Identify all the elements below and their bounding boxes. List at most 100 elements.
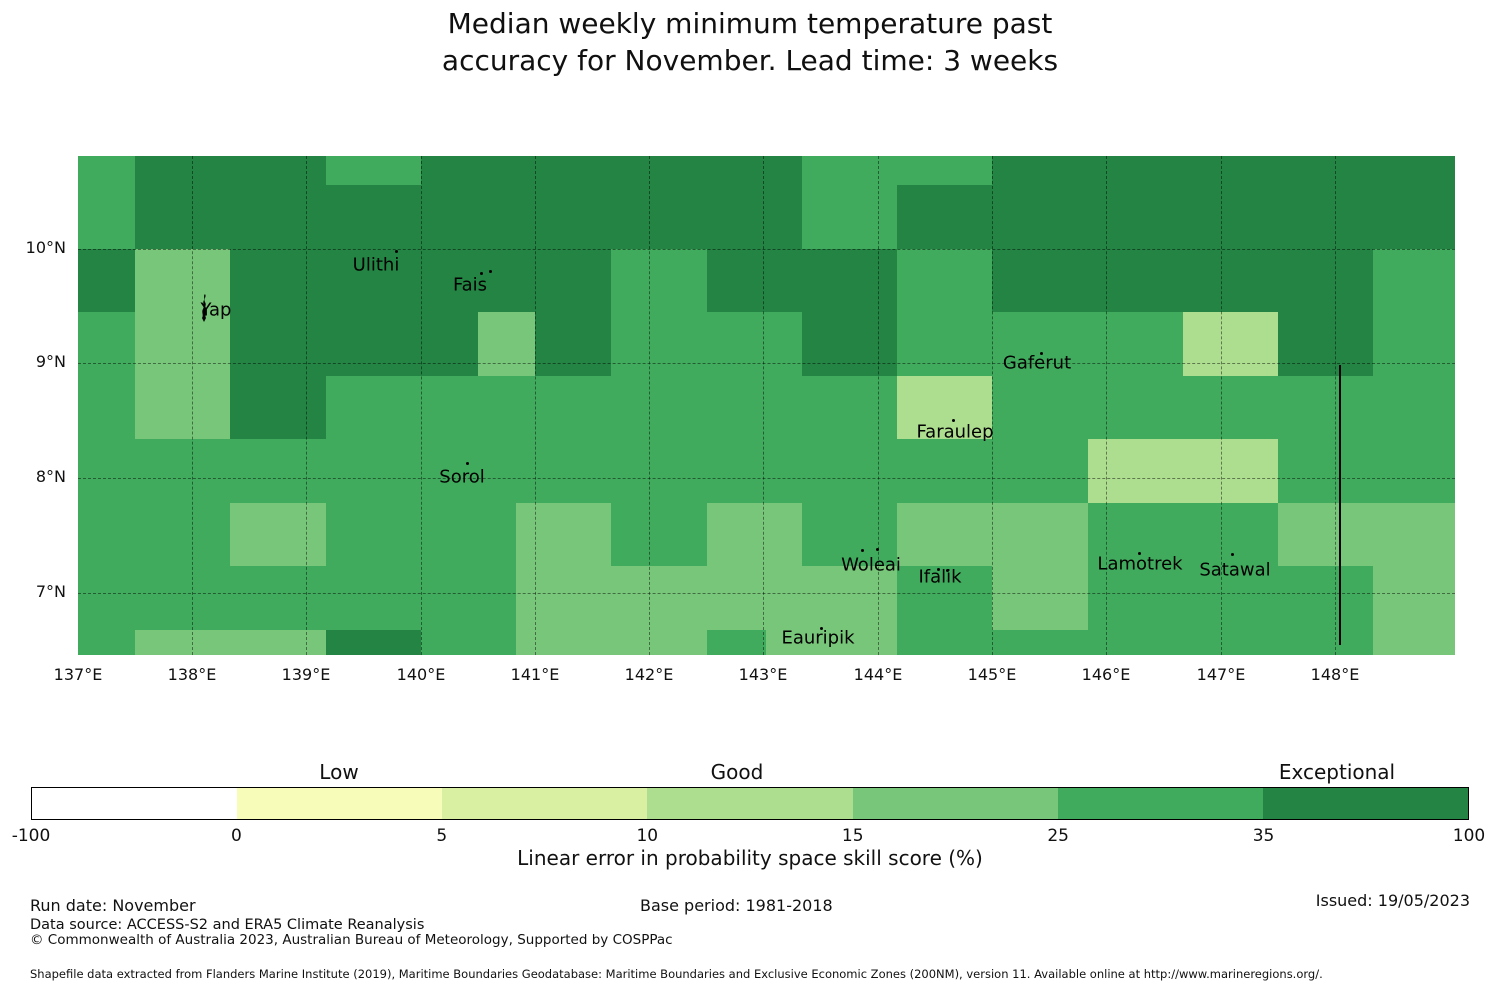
- x-tick-label: 142°E: [624, 665, 674, 684]
- grid-cell: [1373, 376, 1455, 439]
- footer-issued-date: Issued: 19/05/2023: [1315, 891, 1470, 910]
- grid-cell: [1088, 439, 1183, 503]
- grid-cell: [1088, 185, 1183, 249]
- grid-cell: [611, 439, 707, 503]
- island-dot: [861, 549, 864, 552]
- island-dot: [1040, 352, 1043, 355]
- grid-cell: [78, 312, 135, 376]
- y-tick-label: 7°N: [35, 582, 66, 601]
- island-label: Sorol: [439, 466, 485, 488]
- grid-cell: [135, 185, 230, 249]
- grid-cell: [802, 156, 897, 185]
- island-dot: [937, 568, 940, 571]
- x-tick-label: 140°E: [396, 665, 446, 684]
- grid-cell: [326, 566, 421, 630]
- footer-run-date: Run date: November: [30, 896, 196, 915]
- grid-cell: [1373, 185, 1455, 249]
- grid-cell: [516, 156, 611, 185]
- grid-cell: [802, 185, 897, 249]
- grid-cell: [1088, 503, 1183, 566]
- chart-title-line-2: accuracy for November. Lead time: 3 week…: [441, 44, 1059, 77]
- grid-cell: [897, 156, 992, 185]
- island-label: Gaferut: [1002, 352, 1072, 374]
- grid-cell: [421, 566, 516, 630]
- grid-cell: [611, 630, 707, 655]
- grid-cell: [135, 376, 230, 439]
- meridian-gridline: [535, 156, 536, 655]
- colorbar-tick-label: 0: [231, 826, 242, 846]
- grid-cell: [897, 185, 992, 249]
- grid-cell: [516, 249, 611, 312]
- yap-island-shape: [202, 294, 207, 322]
- grid-cell: [802, 566, 897, 630]
- grid-cell: [1278, 503, 1373, 566]
- colorbar-segment: [1262, 788, 1468, 819]
- meridian-gridline: [878, 156, 879, 655]
- island-label: Lamotrek: [1097, 553, 1183, 575]
- island-label: Satawal: [1199, 559, 1271, 581]
- grid-cell: [611, 156, 707, 185]
- grid-cell: [1088, 249, 1183, 312]
- colorbar-tick-label: 35: [1252, 826, 1275, 846]
- grid-cell: [230, 156, 326, 185]
- grid-cell: [326, 503, 421, 566]
- grid-cell: [421, 376, 516, 439]
- colorbar-tick-label: -100: [11, 826, 51, 846]
- x-tick-label: 143°E: [738, 665, 788, 684]
- y-tick-label: 10°N: [25, 238, 66, 257]
- grid-cell: [1278, 439, 1373, 503]
- island-dot: [480, 272, 483, 275]
- grid-cell: [992, 156, 1088, 185]
- meridian-gridline: [1221, 156, 1222, 655]
- grid-cell: [897, 376, 992, 439]
- colorbar-segment: [32, 788, 238, 819]
- grid-cell: [135, 630, 230, 655]
- meridian-gridline: [1106, 156, 1107, 655]
- grid-cell: [78, 439, 135, 503]
- grid-cell: [992, 566, 1088, 630]
- grid-cell: [897, 566, 992, 630]
- grid-cell: [78, 566, 135, 630]
- grid-cell: [1278, 312, 1373, 376]
- grid-cell: [1088, 630, 1183, 655]
- grid-cell: [1278, 566, 1373, 630]
- grid-cell: [326, 156, 421, 185]
- grid-cell: [1183, 156, 1278, 185]
- grid-cell: [611, 503, 707, 566]
- x-tick-label: 141°E: [510, 665, 560, 684]
- grid-cell: [611, 566, 707, 630]
- x-tick-label: 147°E: [1196, 665, 1246, 684]
- y-tick-label: 8°N: [35, 467, 66, 486]
- grid-cell: [1183, 439, 1278, 503]
- colorbar-segment: [237, 788, 443, 819]
- island-label: Eauripik: [781, 627, 855, 649]
- footer-shapefile-note: Shapefile data extracted from Flanders M…: [30, 967, 1323, 981]
- grid-cell: [516, 439, 611, 503]
- grid-cell: [611, 249, 707, 312]
- x-tick-label: 144°E: [853, 665, 903, 684]
- colorbar-tick-label: 15: [841, 826, 864, 846]
- grid-cell: [611, 376, 707, 439]
- grid-cell: [1278, 185, 1373, 249]
- grid-cell: [230, 439, 326, 503]
- grid-cell: [1088, 376, 1183, 439]
- grid-cell: [992, 249, 1088, 312]
- grid-cell: [516, 503, 611, 566]
- grid-cell: [135, 312, 230, 376]
- grid-cell: [992, 439, 1088, 503]
- grid-cell: [897, 503, 992, 566]
- colorbar-category-label: Low: [319, 760, 359, 784]
- grid-cell: [135, 439, 230, 503]
- island-dot: [1231, 553, 1234, 556]
- colorbar-segment: [1057, 788, 1263, 819]
- meridian-gridline: [992, 156, 993, 655]
- grid-cell: [897, 249, 992, 312]
- grid-cell: [897, 439, 992, 503]
- grid-cell: [897, 312, 992, 376]
- grid-cell: [326, 439, 421, 503]
- grid-cell: [707, 156, 802, 185]
- grid-cell: [516, 185, 611, 249]
- x-tick-label: 138°E: [167, 665, 217, 684]
- x-tick-label: 137°E: [53, 665, 103, 684]
- grid-cell: [707, 566, 802, 630]
